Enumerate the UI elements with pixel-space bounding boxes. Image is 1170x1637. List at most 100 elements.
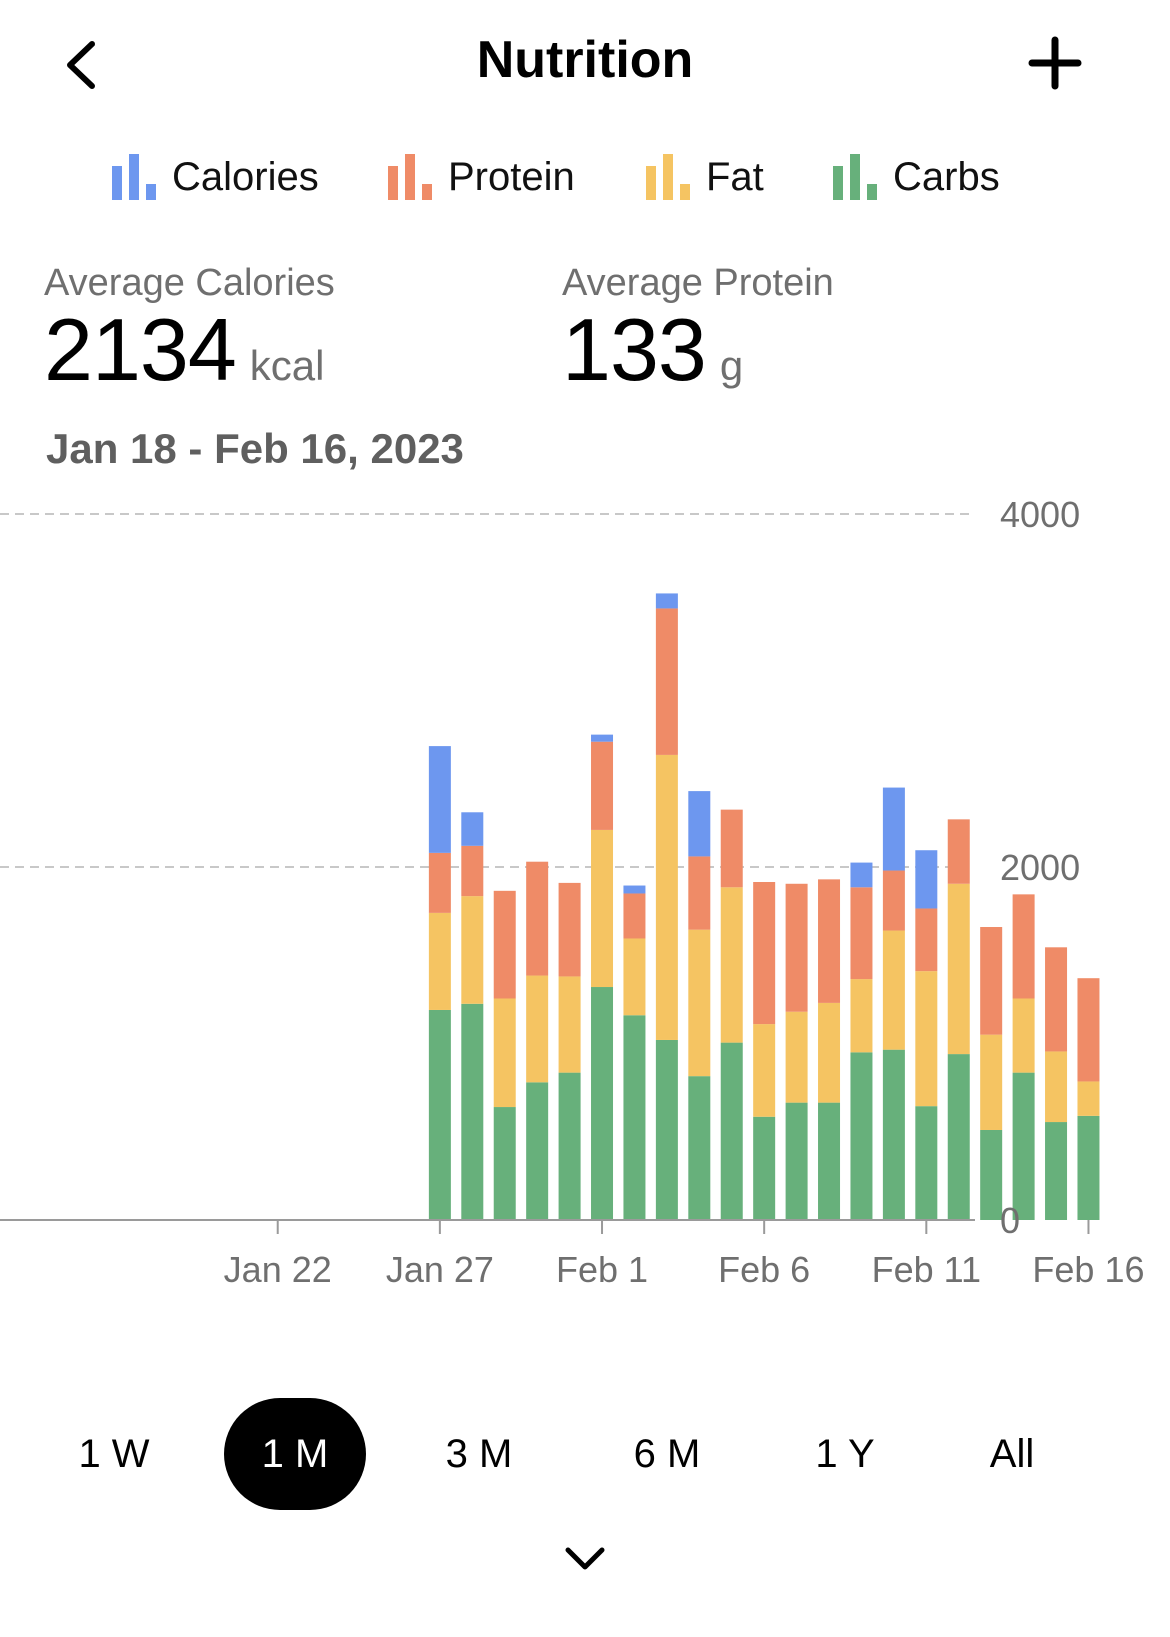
bar-segment-carbs <box>947 1054 970 1220</box>
bar-segment-fat <box>1045 1051 1068 1123</box>
bar-segment-carbs <box>980 1129 1003 1220</box>
bar-segment-fat <box>882 930 905 1050</box>
bar-segment-protein <box>980 927 1003 1035</box>
bar-segment-protein <box>1045 947 1068 1052</box>
average-calories-value: 2134 <box>44 300 237 399</box>
bar-segment-protein <box>655 608 678 755</box>
legend-label: Protein <box>448 154 575 199</box>
bar-segment-fat <box>980 1034 1003 1130</box>
average-calories-unit: kcal <box>249 342 325 389</box>
expand-button[interactable] <box>560 1540 610 1580</box>
nutrition-chart: 0 2000 4000 Jan 22 Jan 27 Feb 1 Feb 6 Feb 11 Feb… <box>0 500 1145 1290</box>
bar-segment-protein <box>591 741 614 830</box>
add-button[interactable] <box>1020 28 1090 98</box>
bar-segment-fat <box>818 1002 841 1103</box>
bar-segment-carbs <box>493 1107 516 1220</box>
bar-segment-calories <box>461 812 484 846</box>
range-6m-button[interactable]: 6 M <box>633 1431 701 1476</box>
back-button[interactable] <box>56 30 116 100</box>
bar-segment-carbs <box>655 1039 678 1220</box>
bar-segment-protein <box>947 819 970 884</box>
bar-segment-protein <box>428 852 451 913</box>
bar-segment-protein <box>818 879 841 1003</box>
bar-segment-fat <box>850 979 873 1053</box>
bar-segment-carbs <box>882 1049 905 1220</box>
bar-segment-carbs <box>591 987 614 1220</box>
bar-segment-fat <box>1012 998 1035 1073</box>
bar-segment-calories <box>882 787 905 871</box>
legend-item-fat: Fat <box>644 150 764 204</box>
bar-chart-icon <box>646 154 690 200</box>
bar-chart-icon <box>112 154 156 200</box>
average-protein-block: Average Protein 133 g <box>562 262 834 401</box>
legend-item-carbs: Carbs <box>831 150 1000 204</box>
legend-item-protein: Protein <box>386 150 575 204</box>
legend-item-calories: Calories <box>110 150 319 204</box>
bar-segment-carbs <box>850 1052 873 1220</box>
range-1w-button[interactable]: 1 W <box>78 1431 150 1476</box>
bar-segment-protein <box>882 870 905 931</box>
bar-segment-fat <box>915 971 938 1107</box>
bar-chart-icon <box>388 154 432 200</box>
bar-segment-calories <box>623 885 646 894</box>
legend-label: Calories <box>172 154 319 199</box>
y-tick-label: 2000 <box>1000 847 1080 888</box>
legend-label: Fat <box>706 154 764 199</box>
bar-segment-calories <box>655 593 678 609</box>
bar-segment-protein <box>785 883 808 1012</box>
bar-segment-fat <box>785 1011 808 1103</box>
bar-segment-carbs <box>720 1042 743 1220</box>
y-tick-label: 4000 <box>1000 500 1080 535</box>
bar-segment-carbs <box>1045 1122 1068 1220</box>
chevron-left-icon <box>67 41 95 89</box>
x-tick-label: Jan 22 <box>224 1249 332 1290</box>
bar-segment-calories <box>688 791 711 857</box>
bar-segment-fat <box>753 1024 776 1117</box>
average-protein-unit: g <box>719 342 744 389</box>
range-all-button[interactable]: All <box>989 1431 1035 1476</box>
bar-segment-calories <box>915 850 938 909</box>
x-tick-label: Jan 27 <box>386 1249 494 1290</box>
bar-segment-protein <box>526 861 549 976</box>
bar-segment-protein <box>1012 894 1035 999</box>
bar-segment-fat <box>558 976 581 1073</box>
bar-segment-fat <box>688 929 711 1077</box>
bar-segment-carbs <box>1012 1072 1035 1220</box>
bar-segment-calories <box>850 862 873 888</box>
bar-segment-carbs <box>818 1102 841 1220</box>
date-range: Jan 18 - Feb 16, 2023 <box>46 425 464 472</box>
bar-segment-protein <box>623 893 646 939</box>
bar-segment-calories <box>591 734 614 742</box>
bar-segment-fat <box>655 754 678 1040</box>
bar-segment-protein <box>753 882 776 1025</box>
bar-segment-protein <box>720 809 743 888</box>
x-tick-label: Feb 1 <box>556 1249 648 1290</box>
bar-segment-fat <box>591 829 614 988</box>
bar-segment-carbs <box>428 1009 451 1220</box>
bar-segment-fat <box>1077 1081 1100 1116</box>
bar-segment-protein <box>850 887 873 980</box>
bar-chart-icon <box>833 154 877 200</box>
bar-segment-protein <box>915 908 938 972</box>
bar-segment-protein <box>461 845 484 897</box>
bar-segment-carbs <box>785 1102 808 1220</box>
range-1y-button[interactable]: 1 Y <box>815 1431 875 1476</box>
average-protein-value: 133 <box>562 300 707 399</box>
plus-icon <box>1028 36 1082 90</box>
average-calories-block: Average Calories 2134 kcal <box>44 262 335 401</box>
average-protein-label: Average Protein <box>562 262 834 304</box>
range-3m-button[interactable]: 3 M <box>445 1431 513 1476</box>
x-tick-label: Feb 16 <box>1032 1249 1144 1290</box>
x-tick-label: Feb 11 <box>872 1249 981 1290</box>
range-1m-button[interactable]: 1 M <box>224 1398 366 1510</box>
chevron-down-icon <box>565 1547 605 1570</box>
bar-segment-carbs <box>688 1076 711 1220</box>
bar-segment-protein <box>688 856 711 930</box>
bar-segment-carbs <box>526 1082 549 1220</box>
bar-segment-protein <box>558 882 581 977</box>
bar-segment-fat <box>461 896 484 1004</box>
page-title: Nutrition <box>476 31 694 89</box>
bar-segment-carbs <box>753 1116 776 1220</box>
bar-segment-carbs <box>461 1003 484 1220</box>
y-tick-label: 0 <box>1000 1200 1020 1241</box>
